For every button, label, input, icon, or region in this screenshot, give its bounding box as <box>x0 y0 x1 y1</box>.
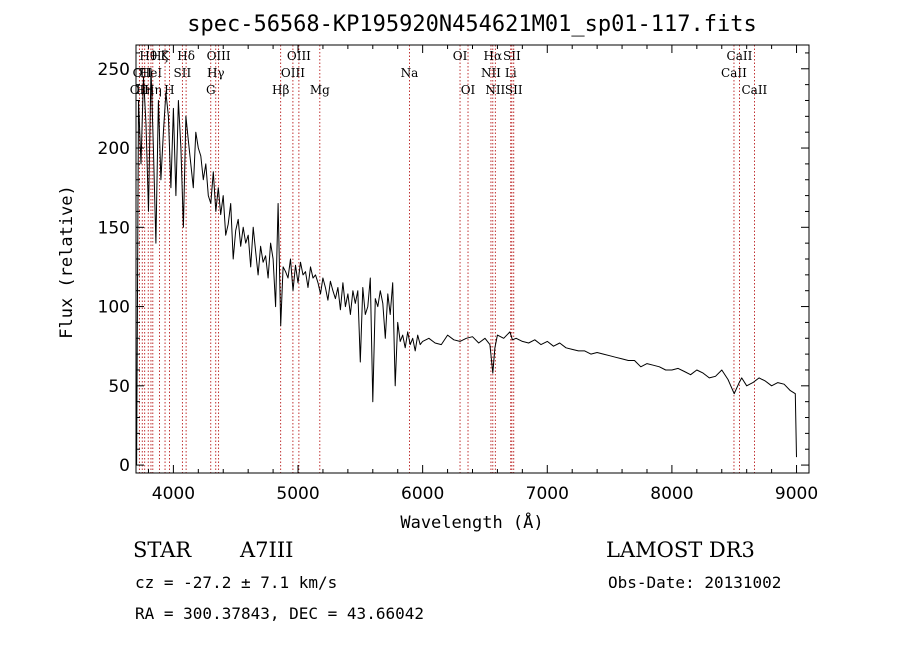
x-tick-label: 6000 <box>401 484 444 504</box>
line-marker-label: Hη <box>136 83 154 97</box>
observation-date: Obs-Date: 20131002 <box>608 573 782 592</box>
object-subclass: A7III <box>240 538 294 562</box>
plot-frame <box>135 44 810 474</box>
line-marker-label: SII <box>505 83 523 97</box>
coordinates: RA = 300.37843, DEC = 43.66042 <box>135 604 424 623</box>
x-tick-label: 7000 <box>526 484 569 504</box>
line-marker-label: Hζ <box>151 49 168 63</box>
y-tick-label: 50 <box>108 377 130 397</box>
line-marker-label: SII <box>174 66 192 80</box>
line-marker-label: Na <box>401 66 419 80</box>
line-marker-label: Li <box>505 66 517 80</box>
y-tick-label: 250 <box>98 60 130 80</box>
line-marker-label: NII <box>485 83 505 97</box>
x-tick-label: 5000 <box>276 484 319 504</box>
line-marker-label: G <box>206 83 216 97</box>
line-marker-label: OIII <box>207 49 231 63</box>
line-marker-label: OI <box>461 83 476 97</box>
line-marker-label: OIII <box>287 49 311 63</box>
line-marker-label: Hβ <box>272 83 289 97</box>
flux-series-line <box>136 68 797 466</box>
line-marker-label: NII <box>481 66 501 80</box>
x-axis: 4000 5000 6000 7000 8000 9000 <box>147 45 818 504</box>
line-marker-label: OIII <box>281 66 305 80</box>
object-class: STAR <box>133 538 192 562</box>
line-marker-label: CaII <box>727 49 753 63</box>
y-tick-label: 200 <box>98 139 130 159</box>
x-axis-label: Wavelength (Å) <box>400 511 543 533</box>
x-tick-label: 9000 <box>775 484 818 504</box>
line-marker-label: SII <box>503 49 521 63</box>
y-axis-label: Flux (relative) <box>57 185 77 339</box>
line-marker-label: K <box>161 49 171 63</box>
line-marker-label: OI <box>453 49 468 63</box>
x-tick-label: 4000 <box>152 484 195 504</box>
redshift-cz: cz = -27.2 ± 7.1 km/s <box>135 573 338 592</box>
line-marker-label: CaII <box>741 83 767 97</box>
line-marker-label: Mg <box>310 83 330 97</box>
y-tick-label: 100 <box>98 298 130 318</box>
line-marker-label: H <box>164 83 174 97</box>
y-tick-label: 0 <box>119 456 130 476</box>
x-tick-label: 8000 <box>650 484 693 504</box>
survey-name: LAMOST DR3 <box>606 538 755 562</box>
line-marker-label: CaII <box>721 66 747 80</box>
line-marker-layer: OIIOIIHηHθHeIHηHζKHSIIHδGHγOIIIHβOIIIOII… <box>130 45 768 473</box>
line-marker-label: Hη <box>144 83 162 97</box>
line-marker-label: OII <box>133 66 153 80</box>
y-tick-label: 150 <box>98 218 130 238</box>
series-layer <box>136 68 797 466</box>
line-marker-label: Hγ <box>207 66 225 80</box>
line-marker-label: Hδ <box>177 49 195 63</box>
y-axis: 0 50 100 150 200 250 <box>98 52 809 476</box>
chart-title: spec-56568-KP195920N454621M01_sp01-117.f… <box>187 12 757 37</box>
line-marker-label: Hα <box>484 49 503 63</box>
